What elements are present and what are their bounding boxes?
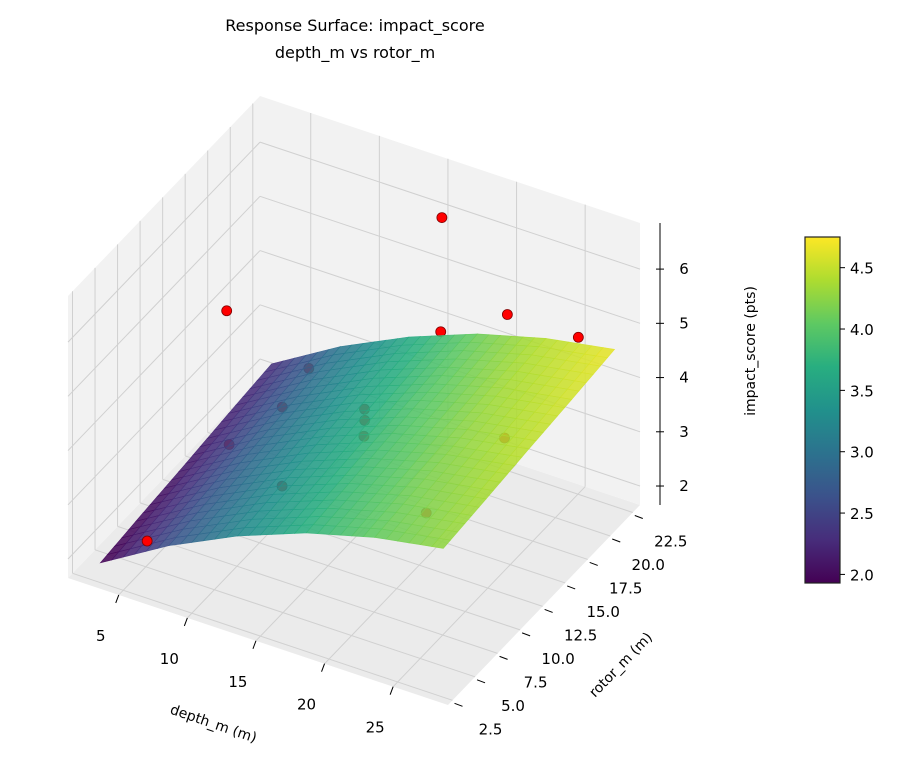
- y-tick: [567, 585, 576, 590]
- colorbar-gradient: [804, 236, 841, 584]
- z-axis-label: impact_score (pts): [743, 286, 759, 416]
- x-tick: [183, 617, 188, 627]
- y-tick: [476, 679, 486, 684]
- chart-title: Response Surface: impact_score: [225, 16, 484, 36]
- colorbar-tick-label: 2.5: [850, 505, 874, 523]
- surface: [99, 333, 616, 564]
- z-gridline: [259, 141, 641, 270]
- surface-facet: [431, 537, 452, 549]
- y-tick-label: 17.5: [609, 579, 642, 597]
- y-tick: [589, 561, 598, 566]
- y-tick: [612, 538, 621, 543]
- colorbar: 2.0 2.5 3.0 3.5 4.0 4.5: [804, 236, 874, 584]
- y-tick: [544, 608, 553, 613]
- colorbar-tick-label: 4.5: [850, 260, 874, 278]
- colorbar-tick-label: 2.0: [850, 566, 874, 584]
- y-gridline: [72, 572, 453, 701]
- z-gridline: [259, 195, 641, 324]
- data-point: [501, 309, 513, 320]
- y-tick-label: 5.0: [501, 697, 525, 715]
- x-tick-label: 10: [160, 650, 179, 668]
- x-tick-label: 5: [96, 627, 106, 645]
- x-tick: [321, 663, 326, 672]
- z-tick-label: 5: [679, 314, 689, 332]
- left-wall-pane: [68, 96, 260, 578]
- z-gridline: [67, 304, 261, 506]
- data-point: [572, 331, 584, 343]
- y-tick-label: 12.5: [564, 626, 597, 644]
- y-tick: [634, 515, 643, 519]
- x-tick-label: 25: [366, 719, 385, 737]
- y-tick: [499, 655, 508, 660]
- y-tick-label: 2.5: [479, 720, 503, 738]
- z-gridline: [67, 141, 261, 343]
- z-tick-label: 4: [679, 369, 689, 387]
- y-gridline: [117, 525, 498, 654]
- y-tick: [454, 702, 463, 707]
- x-tick: [389, 686, 394, 695]
- y-tick-label: 10.0: [541, 650, 574, 668]
- x-tick: [252, 640, 257, 649]
- z-gridline: [67, 250, 261, 451]
- colorbar-tick-label: 3.0: [850, 444, 874, 462]
- x-tick-label: 20: [297, 696, 316, 714]
- y-tick-label: 22.5: [654, 533, 687, 551]
- colorbar-tick-label: 4.0: [850, 321, 874, 339]
- z-tick-label: 6: [679, 260, 689, 278]
- x-tick-label: 15: [228, 673, 247, 691]
- z-gridline: [67, 195, 261, 397]
- x-tick: [115, 594, 120, 604]
- data-point: [436, 212, 448, 224]
- y-gridline: [94, 549, 476, 678]
- y-tick-label: 20.0: [632, 556, 665, 574]
- y-tick-label: 15.0: [586, 603, 619, 621]
- data-point: [141, 535, 153, 547]
- colorbar-tick-label: 3.5: [850, 382, 874, 400]
- x-gridline: [392, 486, 586, 688]
- y-tick-label: 7.5: [524, 673, 548, 691]
- x-axis-label: depth_m (m): [168, 702, 259, 747]
- z-tick-label: 2: [679, 477, 689, 495]
- z-tick-label: 3: [679, 423, 689, 441]
- y-tick: [521, 632, 531, 637]
- chart-subtitle: depth_m vs rotor_m: [275, 43, 435, 63]
- data-point: [221, 305, 233, 317]
- z-gridline: [67, 358, 261, 560]
- points-above-surface: [141, 212, 513, 547]
